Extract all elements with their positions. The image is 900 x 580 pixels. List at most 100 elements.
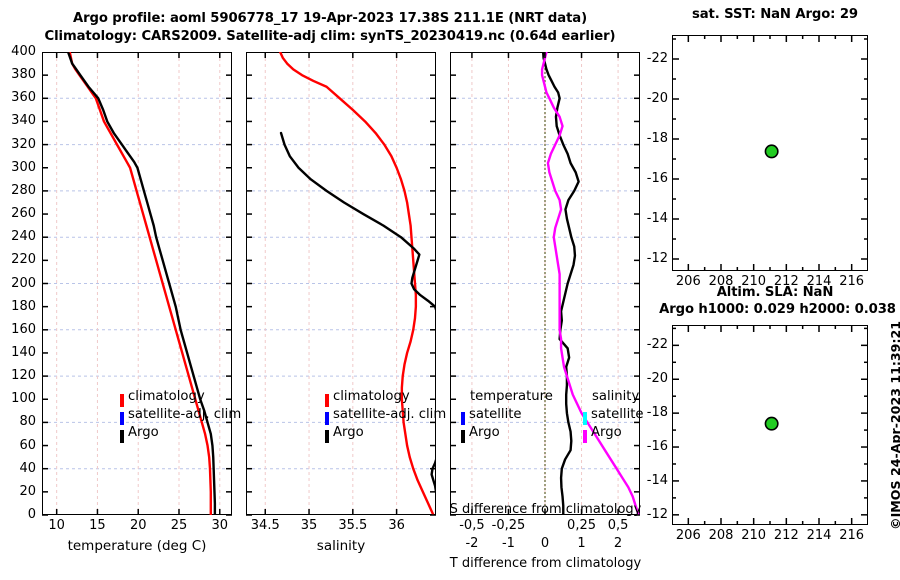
x-tick-label-secondary: -0,25 bbox=[491, 518, 526, 533]
y-tick-label: 180 bbox=[11, 298, 36, 314]
sla-panel-title-line1: Altim. SLA: NaN bbox=[716, 285, 834, 300]
difference-plot-canvas bbox=[450, 52, 640, 515]
y-tick-label: 300 bbox=[11, 159, 36, 175]
legend-swatch-climatology bbox=[120, 394, 124, 407]
difference-x-tick-labels: -2 -1 0 1 2 bbox=[450, 536, 640, 554]
map-x-tick-label: 214 bbox=[806, 274, 832, 289]
copyright-label: ©IMOS 24-Apr-2023 11:39:21 bbox=[888, 320, 900, 530]
salinity-x-axis-label: salinity bbox=[316, 538, 366, 554]
x-tick-label-secondary: -0,5 bbox=[459, 518, 485, 533]
temperature-plot-canvas bbox=[42, 52, 232, 515]
map-x-tick-label: 212 bbox=[773, 528, 799, 543]
legend-label-climatology: climatology bbox=[128, 389, 205, 404]
legend-group-header-salinity: salinity bbox=[592, 389, 640, 404]
main-title-line1: Argo profile: aoml 5906778_17 19-Apr-202… bbox=[72, 11, 587, 26]
map-y-tick-label: -20 bbox=[646, 371, 668, 387]
map-y-tick-label: -16 bbox=[646, 439, 668, 455]
x-tick-label: 35.5 bbox=[338, 518, 368, 533]
map-x-tick-label: 206 bbox=[675, 528, 701, 543]
main-title-line2: Climatology: CARS2009. Satellite-adj cli… bbox=[44, 29, 616, 44]
x-tick-label: 2 bbox=[613, 536, 623, 551]
map-y-tick-label: -22 bbox=[646, 51, 668, 66]
y-tick-label: 0 bbox=[27, 507, 36, 522]
map-x-tick-label: 208 bbox=[708, 528, 734, 543]
x-tick-label: 30 bbox=[211, 518, 229, 533]
legend-swatch-satellite-adj bbox=[120, 412, 124, 425]
temperature-axis-ticks bbox=[42, 52, 232, 516]
y-tick-label: 60 bbox=[19, 437, 36, 453]
map-x-tick-label: 216 bbox=[839, 528, 865, 543]
difference-top-x-axis-label: S difference from climatology bbox=[449, 502, 642, 517]
x-tick-label: 1 bbox=[577, 536, 586, 551]
y-tick-label: 200 bbox=[11, 275, 36, 291]
sst-map-y-tick-labels: -12 -14 -16 -18 -20 -22 bbox=[636, 35, 670, 271]
difference-axis-ticks bbox=[450, 52, 640, 516]
legend-swatch-temperature-argo bbox=[461, 430, 465, 443]
legend-label-argo: Argo bbox=[128, 425, 159, 440]
y-tick-label: 40 bbox=[19, 460, 36, 476]
sst-panel-title: sat. SST: NaN Argo: 29 bbox=[692, 7, 858, 22]
salinity-axis-ticks bbox=[246, 52, 436, 516]
sla-map-canvas bbox=[764, 416, 779, 431]
salinity-plot-canvas bbox=[246, 52, 436, 515]
y-tick-label: 160 bbox=[11, 321, 36, 337]
legend-label-argo-salinity: Argo bbox=[333, 425, 364, 440]
legend-label-satellite-adj-salinity: satellite-adj. clim bbox=[333, 407, 447, 422]
difference-top-x-tick-labels: -0,5 -0,25 0,25 0,5 bbox=[450, 518, 640, 536]
x-tick-label: 36 bbox=[388, 518, 405, 533]
map-y-tick-label: -22 bbox=[646, 337, 668, 353]
x-tick-label: -1 bbox=[501, 536, 515, 551]
temperature-y-tick-labels: 0 20 40 60 80 100 120 140 160 180 200 220 240 260 280 3… bbox=[0, 44, 40, 522]
map-y-tick-label: -16 bbox=[646, 171, 668, 186]
sla-map-x-tick-labels: 206 208 210 212 214 216 bbox=[672, 528, 868, 546]
map-y-tick-label: -14 bbox=[646, 211, 668, 226]
x-tick-label-secondary: 0,5 bbox=[607, 518, 629, 533]
legend-label-satellite-adj: satellite-adj. clim bbox=[128, 407, 242, 422]
x-tick-label: 10 bbox=[48, 518, 65, 533]
legend-swatch-satellite-adj-salinity bbox=[325, 412, 329, 425]
legend-swatch-temperature-satellite bbox=[461, 412, 465, 425]
temperature-x-axis-label: temperature (deg C) bbox=[67, 538, 207, 554]
map-y-tick-label: -18 bbox=[646, 405, 668, 421]
y-tick-label: 380 bbox=[11, 67, 36, 83]
y-tick-label: 280 bbox=[11, 182, 36, 198]
map-x-tick-label: 216 bbox=[839, 274, 865, 289]
x-tick-label-secondary: 0,25 bbox=[567, 518, 597, 533]
map-x-tick-label: 214 bbox=[806, 528, 832, 543]
legend-swatch-salinity-satellite bbox=[583, 412, 587, 425]
sla-map-y-tick-labels: -12 -14 -16 -18 -20 -22 bbox=[636, 325, 670, 525]
map-x-tick-label: 210 bbox=[741, 274, 767, 289]
map-x-tick-label: 210 bbox=[741, 528, 767, 543]
legend-label-temperature-satellite: satellite bbox=[469, 407, 522, 422]
y-tick-label: 220 bbox=[11, 252, 36, 268]
y-tick-label: 320 bbox=[11, 136, 36, 152]
temperature-x-tick-labels: 10 15 20 25 30 bbox=[42, 518, 232, 536]
map-x-tick-label: 208 bbox=[708, 274, 734, 289]
y-tick-label: 260 bbox=[11, 206, 36, 222]
legend-swatch-argo-salinity bbox=[325, 430, 329, 443]
y-tick-label: 120 bbox=[11, 368, 36, 384]
y-tick-label: 20 bbox=[19, 483, 36, 499]
map-y-tick-label: -20 bbox=[646, 91, 668, 106]
legend-swatch-salinity-argo bbox=[583, 430, 587, 443]
map-x-tick-label: 206 bbox=[675, 274, 701, 289]
y-tick-label: 400 bbox=[11, 44, 36, 59]
y-tick-label: 360 bbox=[11, 90, 36, 106]
legend-label-temperature-argo: Argo bbox=[469, 425, 500, 440]
difference-x-axis-label: T difference from climatology bbox=[449, 556, 642, 571]
legend-label-salinity-satellite: satellite bbox=[591, 407, 644, 422]
x-tick-label: 20 bbox=[129, 518, 147, 533]
map-y-tick-label: -14 bbox=[646, 472, 668, 488]
map-x-tick-label: 212 bbox=[773, 274, 799, 289]
sst-map-x-tick-labels: 206 208 210 212 214 216 bbox=[672, 274, 868, 292]
legend-label-salinity-argo: Argo bbox=[591, 425, 622, 440]
legend-group-header-temperature: temperature bbox=[470, 389, 553, 404]
sla-map-ticks bbox=[672, 325, 868, 525]
y-tick-label: 80 bbox=[19, 414, 36, 430]
legend-label-climatology-salinity: climatology bbox=[333, 389, 410, 404]
x-tick-label: 25 bbox=[170, 518, 188, 533]
x-tick-label: 34.5 bbox=[250, 518, 280, 533]
x-tick-label: 15 bbox=[89, 518, 106, 533]
map-y-tick-label: -18 bbox=[646, 131, 668, 146]
legend-swatch-argo bbox=[120, 430, 124, 443]
